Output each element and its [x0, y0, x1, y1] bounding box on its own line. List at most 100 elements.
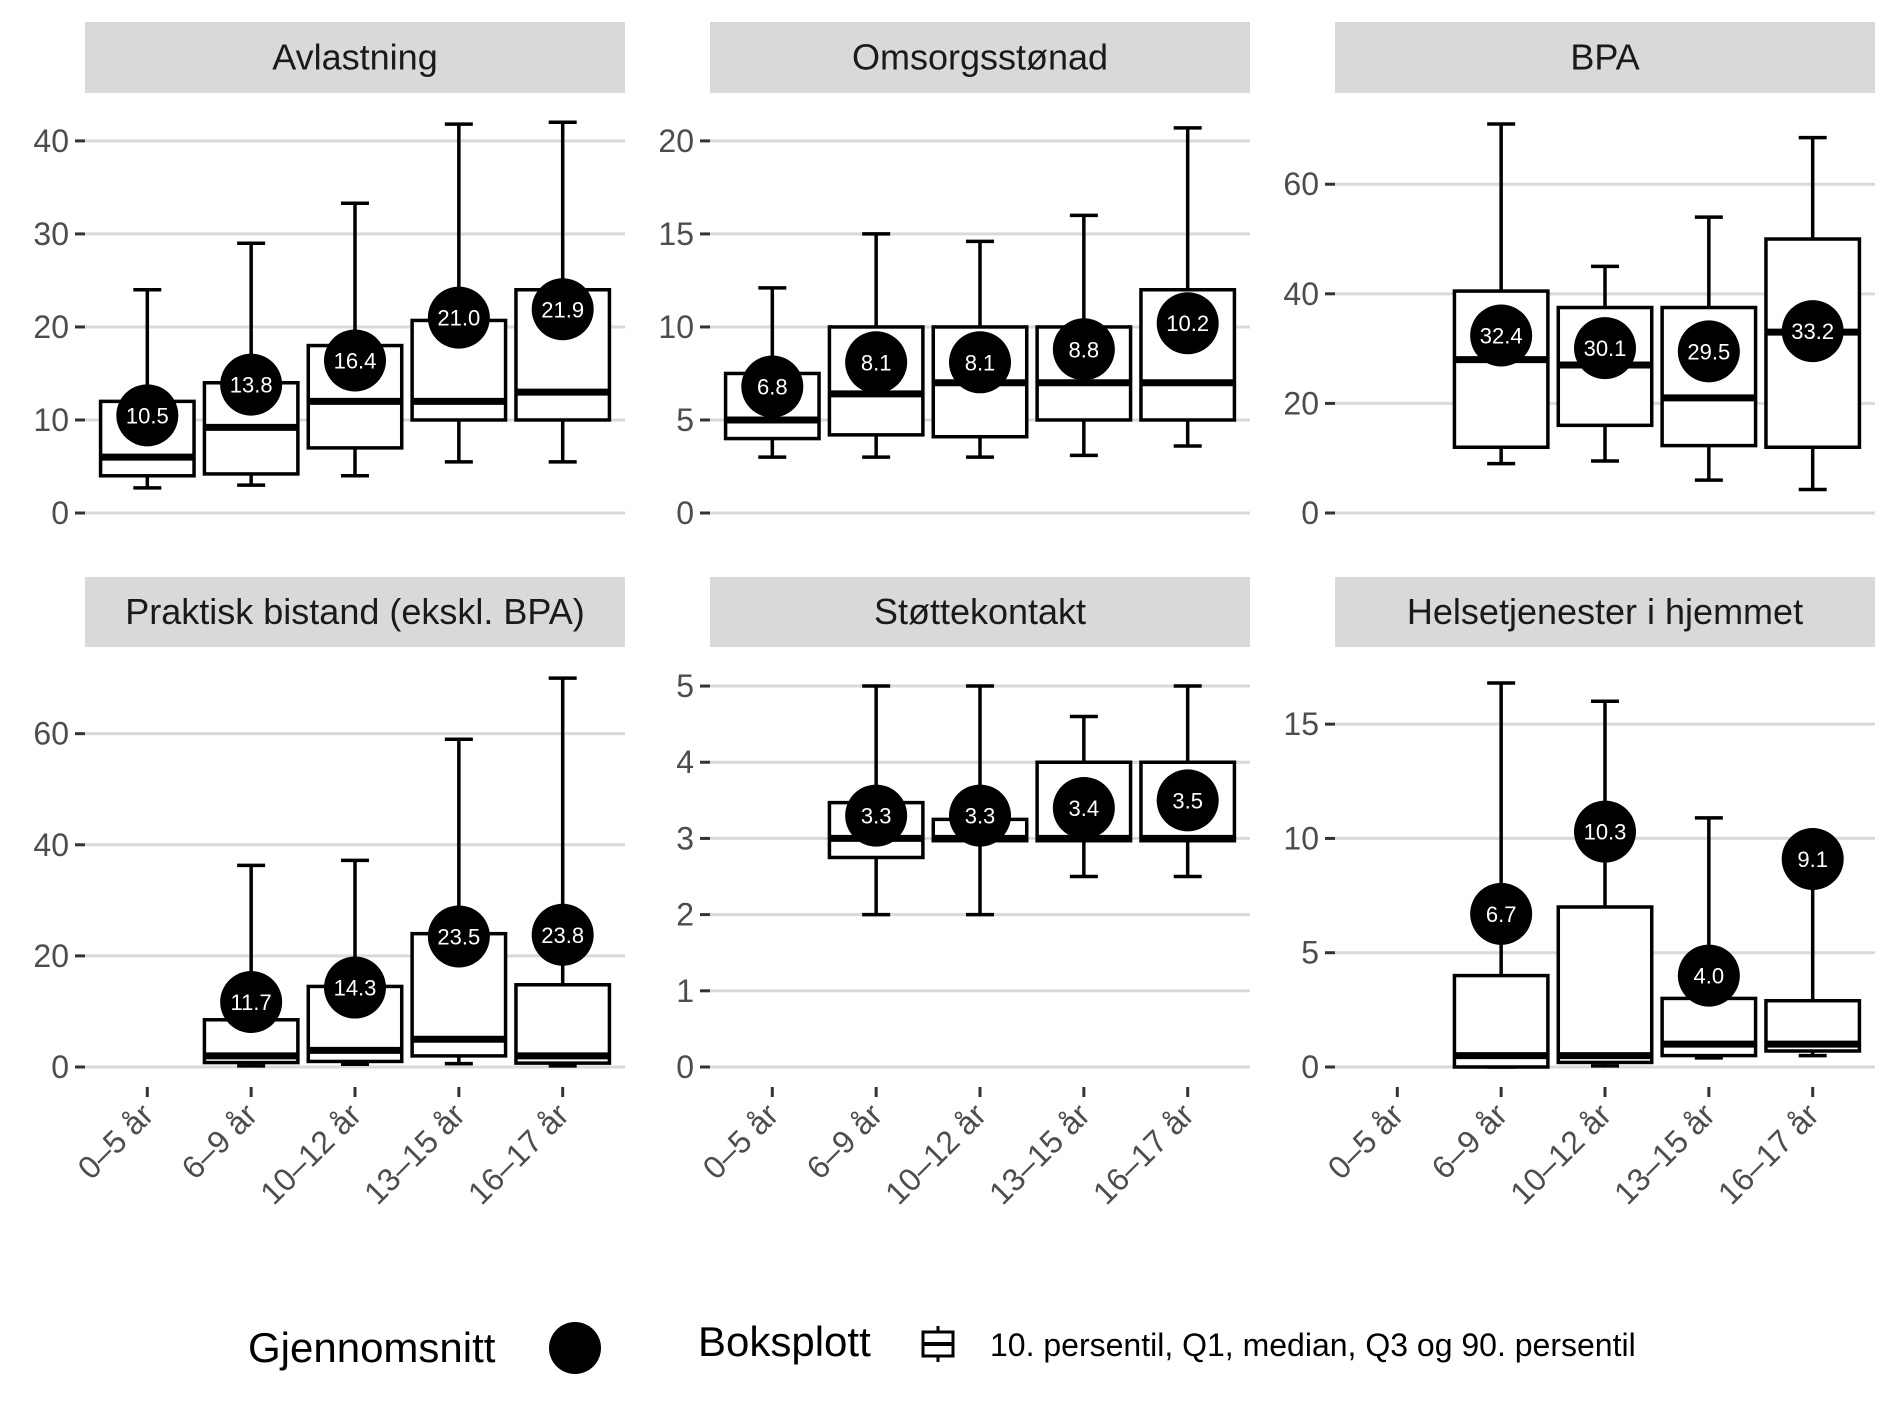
y-tick-label: 0 [1301, 1049, 1319, 1085]
mean-point [1677, 944, 1740, 1007]
mean-label: 6.7 [1486, 902, 1517, 927]
mean-label: 10.2 [1166, 311, 1209, 336]
y-tick-label: 15 [658, 216, 694, 252]
x-tick-label: 6–9 år [799, 1096, 889, 1186]
mean-point [1781, 828, 1844, 890]
mean-label: 23.8 [541, 923, 584, 948]
box-støttekontakt-13-15-år: 3.4 [1035, 714, 1133, 879]
mean-label: 8.8 [1069, 337, 1100, 362]
box-bpa-13-15-år: 29.5 [1660, 215, 1758, 482]
mean-label: 21.9 [541, 297, 584, 322]
iqr-box [1556, 905, 1654, 1065]
mean-point [1574, 317, 1636, 380]
legend-mean-symbol [549, 1322, 601, 1374]
mean-label: 16.4 [334, 348, 377, 373]
y-tick-label: 0 [676, 495, 694, 531]
mean-point [1470, 304, 1533, 367]
mean-point [949, 331, 1011, 394]
y-tick-label: 1 [676, 973, 694, 1009]
mean-point [427, 905, 490, 968]
strip-omsorgsstønad [710, 22, 1250, 93]
box-praktisk-bistand-ekskl-bpa-13-15-år: 23.5 [410, 737, 508, 1066]
y-tick-label: 0 [676, 1049, 694, 1085]
panel-title: Støttekontakt [874, 591, 1086, 632]
mean-point [949, 784, 1011, 847]
mean-point [220, 971, 283, 1033]
y-tick-label: 40 [1283, 276, 1319, 312]
mean-point [1781, 300, 1844, 363]
panel-title: Helsetjenester i hjemmet [1407, 591, 1803, 632]
y-tick-label: 15 [1283, 706, 1319, 742]
mean-label: 3.4 [1069, 796, 1100, 821]
y-tick-label: 20 [33, 309, 69, 345]
x-tick-label: 10–12 år [878, 1096, 993, 1211]
y-tick-label: 0 [1301, 495, 1319, 531]
legend-box-title: Boksplott [698, 1318, 871, 1365]
box-praktisk-bistand-ekskl-bpa-16-17-år: 23.8 [514, 676, 612, 1068]
legend-box-symbol [921, 1326, 955, 1362]
mean-label: 6.8 [757, 374, 788, 399]
x-tick-label: 10–12 år [253, 1096, 368, 1211]
mean-point [1052, 776, 1115, 839]
box-praktisk-bistand-ekskl-bpa-6-9-år: 11.7 [202, 863, 300, 1068]
panel-avlastning: Avlastning 0 10 20 30 40 10.5 13.8 16.4 21.0 21.9 [33, 22, 625, 531]
x-tick-label: 10–12 år [1503, 1096, 1618, 1211]
box-helsetjenester-i-hjemmet-10-12-år: 10.3 [1556, 699, 1654, 1068]
x-tick-label: 0–5 år [696, 1096, 786, 1186]
y-tick-label: 3 [676, 820, 694, 856]
mean-point [427, 286, 490, 349]
mean-label: 8.1 [861, 350, 892, 375]
box-avlastning-16-17-år: 21.9 [514, 120, 612, 464]
y-tick-label: 60 [1283, 166, 1319, 202]
panel-title: Praktisk bistand (ekskl. BPA) [125, 591, 584, 632]
mean-point [1052, 318, 1115, 381]
y-tick-label: 20 [33, 938, 69, 974]
y-tick-label: 0 [51, 495, 69, 531]
iqr-box [514, 983, 612, 1065]
box-bpa-10-12-år: 30.1 [1556, 264, 1654, 463]
mean-point [1156, 769, 1219, 832]
mean-label: 23.5 [437, 924, 480, 949]
box-omsorgsstønad-13-15-år: 8.8 [1035, 213, 1133, 458]
mean-label: 21.0 [437, 306, 480, 331]
y-tick-label: 10 [658, 309, 694, 345]
y-tick-label: 10 [33, 402, 69, 438]
x-tick-label: 16–17 år [1711, 1096, 1826, 1211]
strip-helsetjenester-i-hjemmet [1335, 577, 1875, 647]
iqr-box [1764, 237, 1862, 449]
y-tick-label: 0 [51, 1049, 69, 1085]
x-tick-label: 13–15 år [357, 1096, 472, 1211]
mean-point [324, 956, 386, 1019]
mean-label: 3.3 [861, 804, 892, 829]
box-avlastning-6-9-år: 13.8 [202, 241, 300, 487]
panel-helsetjenester-i-hjemmet: Helsetjenester i hjemmet 0 5 10 15 6.7 10.3 4.0… [1283, 577, 1875, 1211]
box-helsetjenester-i-hjemmet-16-17-år: 9.1 [1764, 828, 1862, 1058]
mean-label: 29.5 [1687, 339, 1730, 364]
mean-label: 32.4 [1480, 323, 1523, 348]
mean-point [1470, 882, 1533, 945]
mean-label: 13.8 [230, 373, 273, 398]
mean-label: 14.3 [334, 976, 377, 1001]
box-støttekontakt-6-9-år: 3.3 [827, 684, 925, 917]
mean-label: 3.3 [965, 804, 996, 829]
box-støttekontakt-10-12-år: 3.3 [931, 684, 1029, 917]
mean-point [531, 278, 594, 341]
panel-bpa: BPA 0 20 40 60 32.4 30.1 29.5 33.2 [1283, 22, 1875, 531]
y-tick-label: 40 [33, 123, 69, 159]
y-tick-label: 5 [1301, 935, 1319, 971]
mean-point [116, 384, 179, 447]
strip-praktisk-bistand-ekskl-bpa [85, 577, 625, 647]
mean-point [1574, 800, 1636, 863]
box-omsorgsstønad-16-17-år: 10.2 [1139, 126, 1237, 448]
x-tick-label: 0–5 år [1321, 1096, 1411, 1186]
panel-title: Avlastning [272, 37, 437, 78]
box-bpa-6-9-år: 32.4 [1452, 122, 1550, 466]
mean-label: 10.5 [126, 403, 169, 428]
box-bpa-16-17-år: 33.2 [1764, 135, 1862, 492]
x-tick-label: 6–9 år [1424, 1096, 1514, 1186]
legend: Gjennomsnitt Boksplott 10. persentil, Q1, … [248, 1318, 1636, 1374]
x-tick-label: 16–17 år [461, 1096, 576, 1211]
box-avlastning-0-5-år: 10.5 [98, 287, 196, 490]
panel-title: BPA [1570, 37, 1639, 78]
